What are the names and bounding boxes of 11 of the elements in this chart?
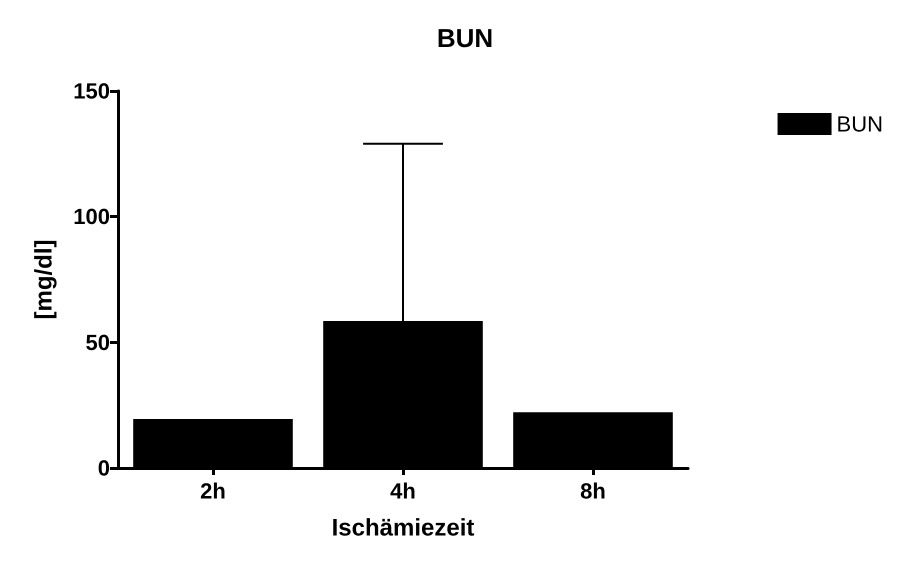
- legend-label: BUN: [836, 112, 884, 136]
- x-tick-label: 4h: [390, 478, 416, 504]
- x-tick-label: 8h: [580, 478, 606, 504]
- y-axis-title: [mg/dl]: [30, 240, 58, 320]
- y-tick-label: 50: [86, 330, 110, 355]
- y-tick-label: 150: [73, 78, 110, 104]
- y-tick-label: 0: [98, 456, 110, 480]
- x-tick-label: 2h: [200, 478, 226, 504]
- y-tick-label: 100: [73, 204, 110, 230]
- x-axis-title: Ischämiezeit: [332, 514, 474, 542]
- chart-title: BUN: [436, 23, 494, 53]
